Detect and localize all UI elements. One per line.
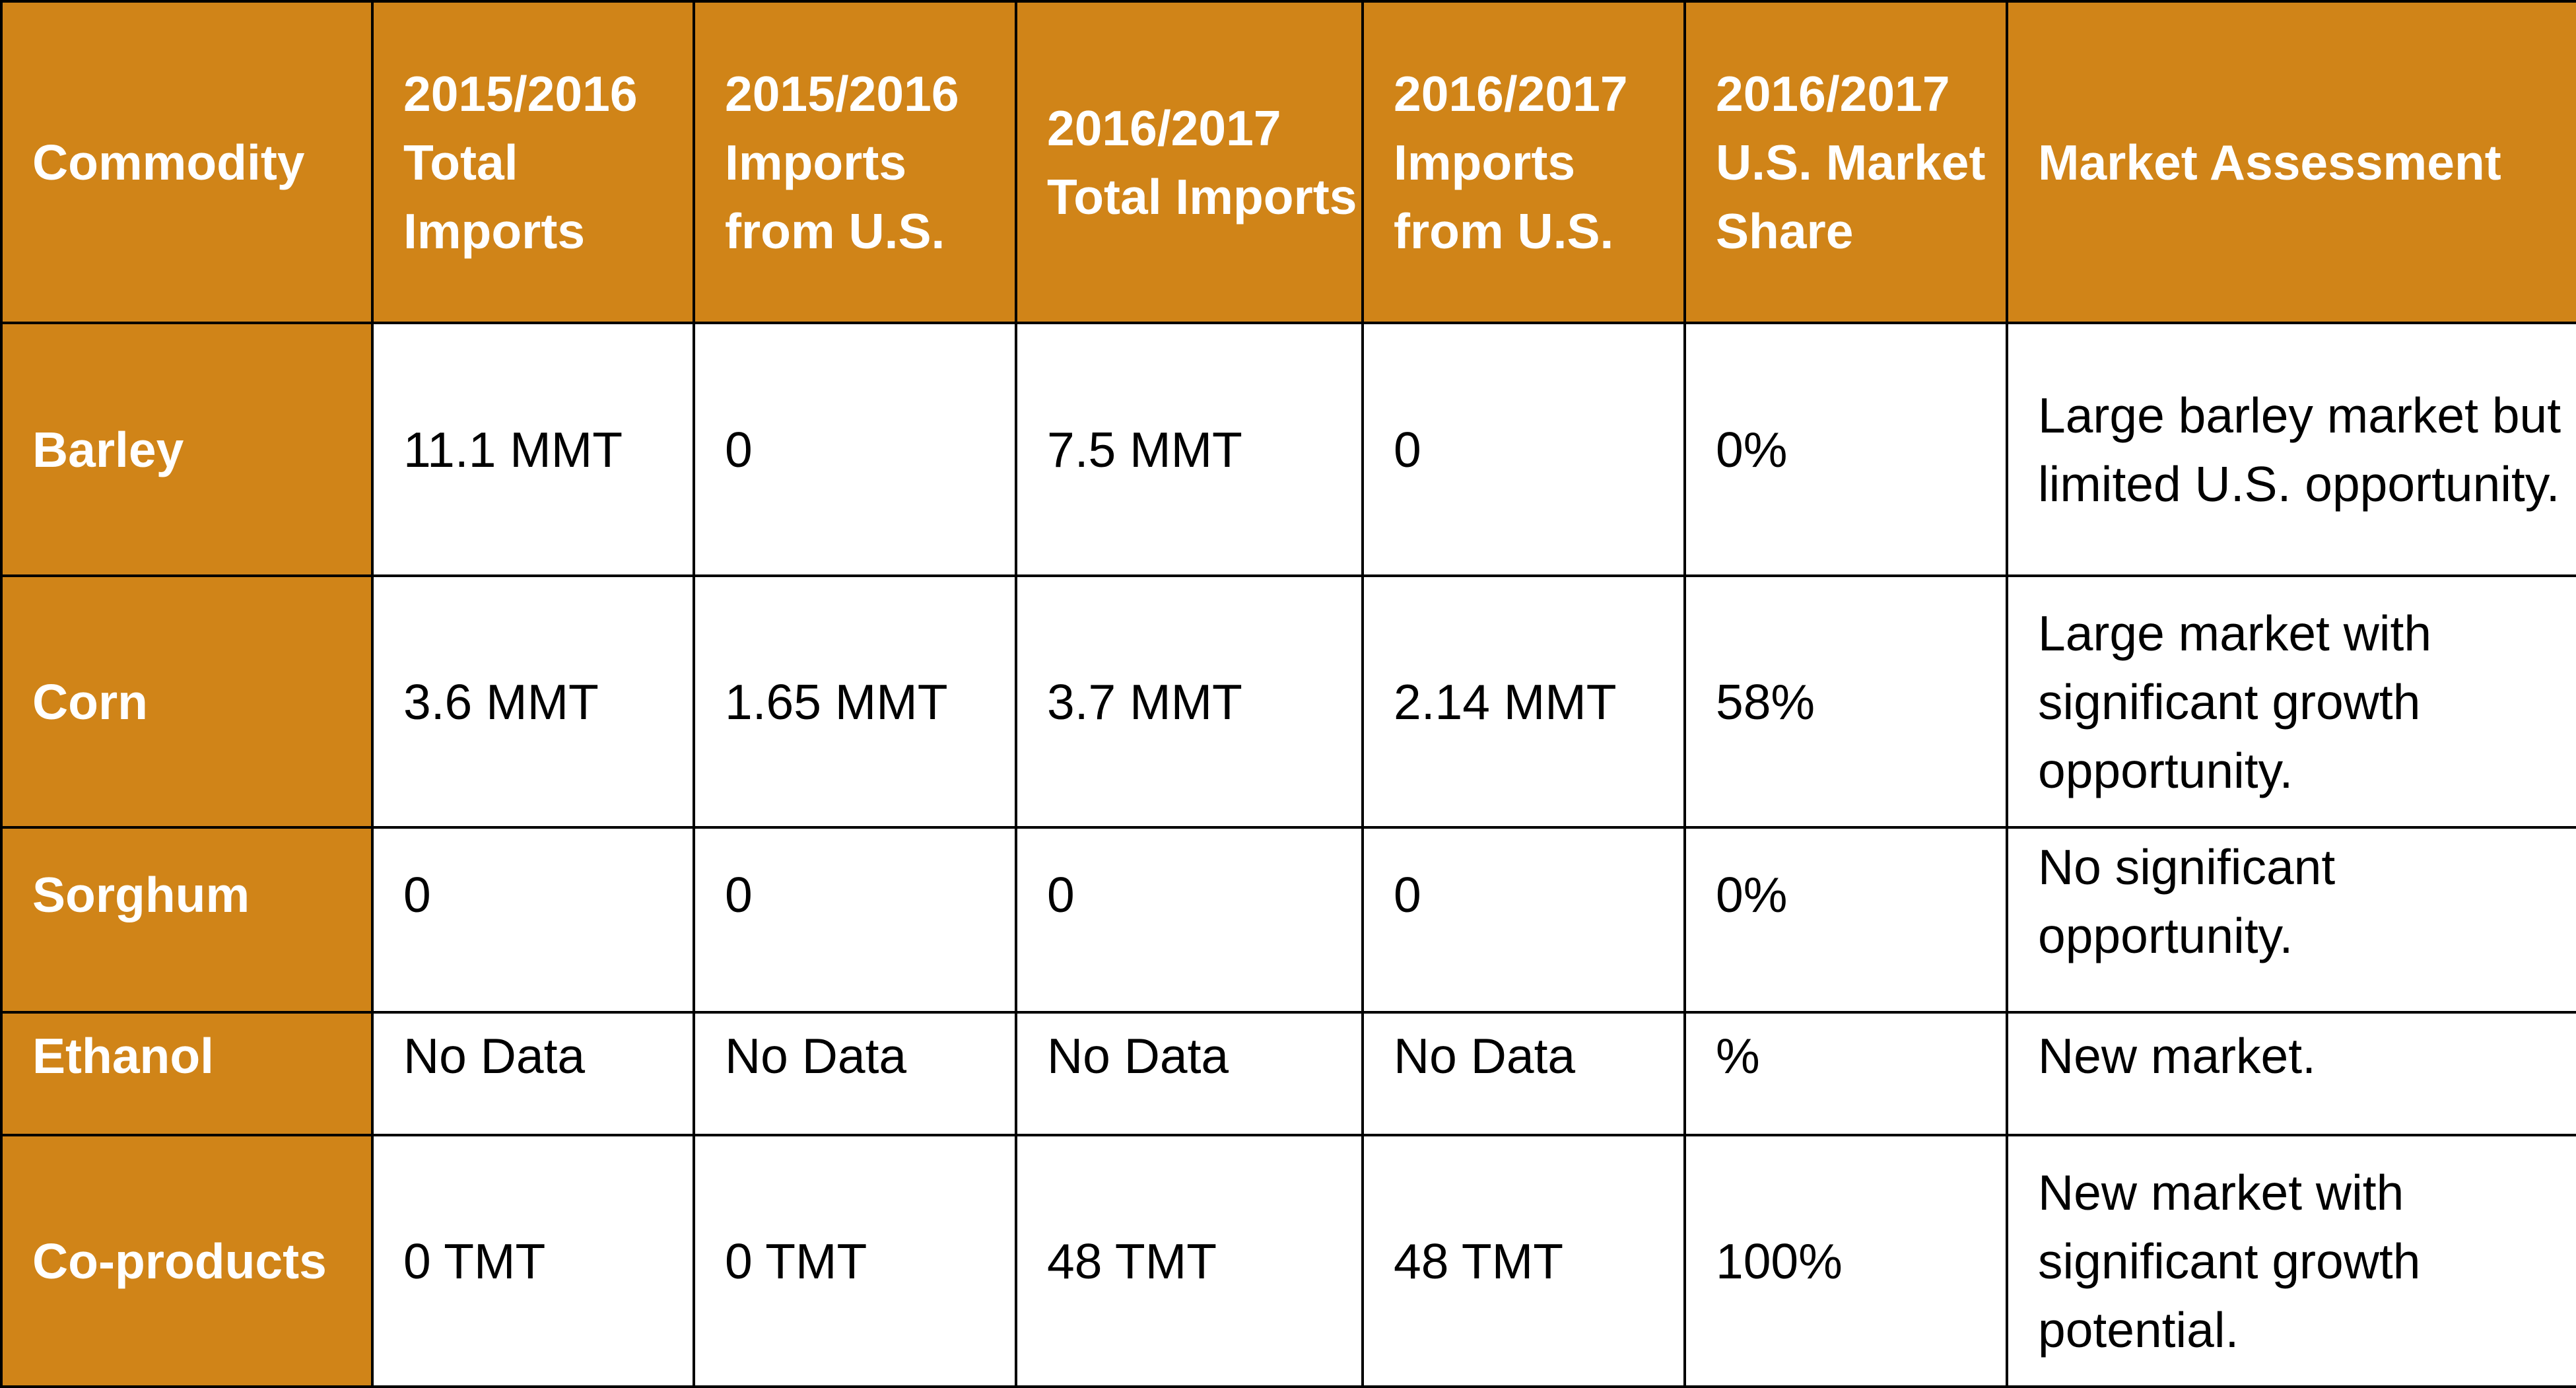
us-2016-2017-cell: 48 TMT <box>1361 1134 1686 1388</box>
us-2015-2016-cell: 0 <box>693 826 1017 1014</box>
market-assessment-cell: New market with significant growth poten… <box>2006 1134 2576 1388</box>
commodity-cell: Barley <box>0 322 374 577</box>
commodity-cell: Co-products <box>0 1134 374 1388</box>
total-2016-2017-cell: 7.5 MMT <box>1015 322 1364 577</box>
header-us-2015-2016: 2015/2016 Imports from U.S. <box>693 0 1017 324</box>
table-row: Corn 3.6 MMT 1.65 MMT 3.7 MMT 2.14 MMT 5… <box>0 574 2576 829</box>
us-2015-2016-cell: No Data <box>693 1011 1017 1136</box>
share-2016-2017-cell: 100% <box>1683 1134 2008 1388</box>
share-2016-2017-cell: 0% <box>1683 826 2008 1014</box>
us-2015-2016-cell: 0 <box>693 322 1017 577</box>
header-market-assessment: Market Assessment <box>2006 0 2576 324</box>
total-2015-2016-cell: 3.6 MMT <box>371 574 695 829</box>
total-2016-2017-cell: 0 <box>1015 826 1364 1014</box>
market-assessment-cell: No significant opportunity. <box>2006 826 2576 1014</box>
table-row: Co-products 0 TMT 0 TMT 48 TMT 48 TMT 10… <box>0 1134 2576 1388</box>
us-2015-2016-cell: 0 TMT <box>693 1134 1017 1388</box>
us-2015-2016-cell: 1.65 MMT <box>693 574 1017 829</box>
us-2016-2017-cell: No Data <box>1361 1011 1686 1136</box>
us-2016-2017-cell: 0 <box>1361 826 1686 1014</box>
us-2016-2017-cell: 0 <box>1361 322 1686 577</box>
share-2016-2017-cell: 0% <box>1683 322 2008 577</box>
total-2016-2017-cell: 48 TMT <box>1015 1134 1364 1388</box>
market-assessment-cell: New market. <box>2006 1011 2576 1136</box>
commodity-cell: Corn <box>0 574 374 829</box>
table-row: Barley 11.1 MMT 0 7.5 MMT 0 0% Large bar… <box>0 322 2576 577</box>
total-2016-2017-cell: 3.7 MMT <box>1015 574 1364 829</box>
header-us-2016-2017: 2016/2017 Imports from U.S. <box>1361 0 1686 324</box>
table-row: Ethanol No Data No Data No Data No Data … <box>0 1011 2576 1136</box>
header-commodity: Commodity <box>0 0 374 324</box>
total-2015-2016-cell: 0 <box>371 826 695 1014</box>
market-assessment-cell: Large market with significant growth opp… <box>2006 574 2576 829</box>
share-2016-2017-cell: 58% <box>1683 574 2008 829</box>
table-row: Sorghum 0 0 0 0 0% No significant opport… <box>0 826 2576 1014</box>
total-2016-2017-cell: No Data <box>1015 1011 1364 1136</box>
total-2015-2016-cell: 0 TMT <box>371 1134 695 1388</box>
commodity-cell: Sorghum <box>0 826 374 1014</box>
header-share-2016-2017: 2016/2017 U.S. Market Share <box>1683 0 2008 324</box>
us-2016-2017-cell: 2.14 MMT <box>1361 574 1686 829</box>
total-2015-2016-cell: 11.1 MMT <box>371 322 695 577</box>
table-header-row: Commodity 2015/2016 Total Imports 2015/2… <box>0 0 2576 324</box>
commodity-cell: Ethanol <box>0 1011 374 1136</box>
header-total-2015-2016: 2015/2016 Total Imports <box>371 0 695 324</box>
header-total-2016-2017: 2016/2017 Total Imports <box>1015 0 1364 324</box>
share-2016-2017-cell: % <box>1683 1011 2008 1136</box>
market-assessment-cell: Large barley market but limited U.S. opp… <box>2006 322 2576 577</box>
total-2015-2016-cell: No Data <box>371 1011 695 1136</box>
